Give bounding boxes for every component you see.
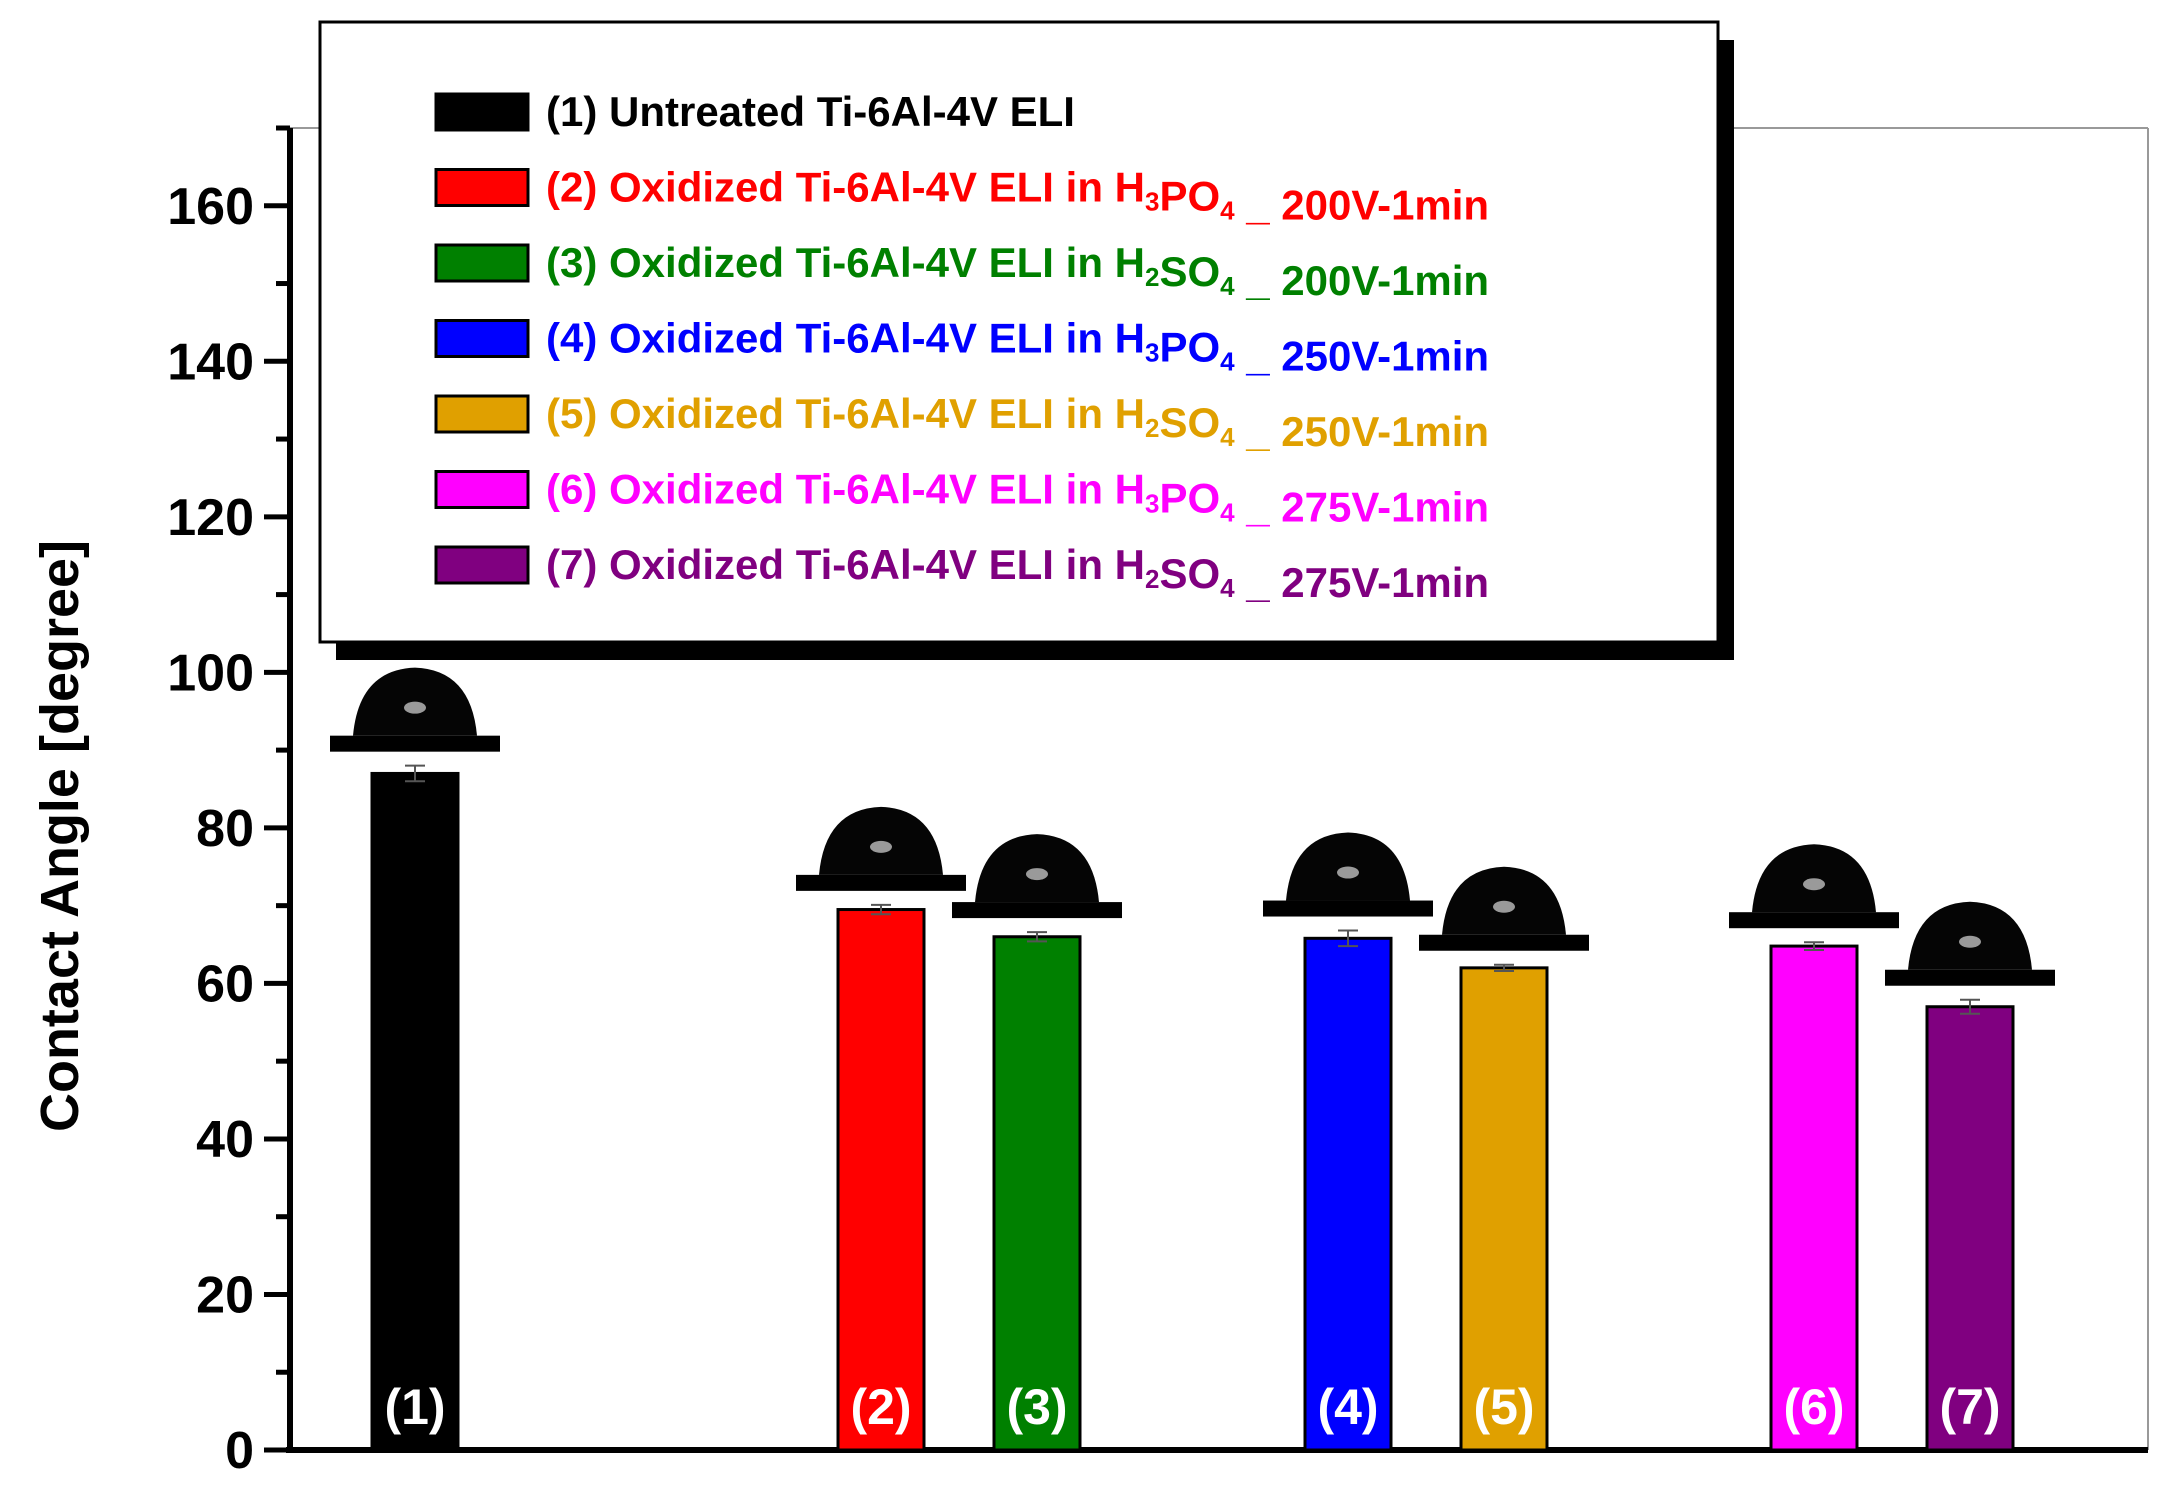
- droplet-highlight: [870, 840, 892, 853]
- droplet-substrate: [952, 902, 1122, 919]
- bar-label: (2): [850, 1379, 911, 1435]
- droplet-highlight: [1337, 866, 1359, 879]
- y-tick-label: 60: [196, 955, 254, 1013]
- legend-entry-text: (1) Untreated Ti-6Al-4V ELI: [546, 88, 1075, 135]
- y-axis: 0 20 40 60 80 100 120 140 160: [167, 125, 293, 1480]
- droplet-substrate: [1885, 969, 2055, 986]
- bar-label: (1): [384, 1379, 445, 1435]
- y-axis-title: Contact Angle [degree]: [30, 540, 90, 1132]
- y-tick-label: 80: [196, 800, 254, 858]
- bars-group: (1) (2) (3) (4) (5) (6) (7): [370, 764, 2015, 1452]
- bar: [992, 935, 1082, 1452]
- droplet-images-group: [330, 667, 2055, 986]
- bar: [836, 908, 926, 1452]
- legend-entry-text: (6) Oxidized Ti-6Al-4V ELI in H3PO4 _ 27…: [546, 466, 1489, 531]
- legend-swatch: [434, 168, 530, 207]
- legend-entry-text: (3) Oxidized Ti-6Al-4V ELI in H2SO4 _ 20…: [546, 239, 1489, 304]
- bar: [1769, 944, 1859, 1452]
- bar-label: (7): [1939, 1379, 2000, 1435]
- legend-entry-text: (7) Oxidized Ti-6Al-4V ELI in H2SO4 _ 27…: [546, 541, 1489, 606]
- droplet-substrate: [796, 874, 966, 891]
- bar: [1303, 936, 1393, 1452]
- y-tick-label: 160: [167, 178, 254, 236]
- y-tick-label: 40: [196, 1111, 254, 1169]
- droplet-highlight: [1803, 878, 1825, 891]
- legend-swatch: [434, 92, 530, 132]
- y-tick-label: 100: [167, 644, 254, 702]
- legend-swatch: [434, 319, 530, 358]
- legend-swatch: [434, 545, 530, 585]
- bar-label: (4): [1317, 1379, 1378, 1435]
- bar-label: (3): [1006, 1379, 1067, 1435]
- droplet-substrate: [330, 735, 500, 752]
- y-tick-label: 20: [196, 1266, 254, 1324]
- droplet-substrate: [1419, 934, 1589, 951]
- bar-label: (5): [1473, 1379, 1534, 1435]
- droplet-highlight: [1026, 868, 1048, 881]
- y-tick-label: 120: [167, 489, 254, 547]
- legend-entry-text: (4) Oxidized Ti-6Al-4V ELI in H3PO4 _ 25…: [546, 315, 1489, 380]
- legend: (1) Untreated Ti-6Al-4V ELI (2) Oxidized …: [318, 20, 1734, 660]
- legend-box: [318, 20, 1720, 644]
- legend-swatch: [434, 470, 530, 509]
- bar: [1925, 1005, 2015, 1452]
- droplet-highlight: [1959, 935, 1981, 948]
- y-tick-label: 140: [167, 333, 254, 391]
- legend-entry-text: (2) Oxidized Ti-6Al-4V ELI in H3PO4 _ 20…: [546, 164, 1489, 229]
- droplet-highlight: [1493, 900, 1515, 913]
- droplet-substrate: [1729, 912, 1899, 929]
- legend-swatch: [434, 394, 530, 434]
- bar: [370, 771, 460, 1452]
- legend-entry-text: (5) Oxidized Ti-6Al-4V ELI in H2SO4 _ 25…: [546, 390, 1489, 455]
- bar: [1459, 966, 1549, 1452]
- legend-swatch: [434, 243, 530, 283]
- bar-label: (6): [1783, 1379, 1844, 1435]
- droplet-highlight: [404, 701, 426, 714]
- droplet-substrate: [1263, 900, 1433, 917]
- y-tick-label: 0: [225, 1422, 254, 1480]
